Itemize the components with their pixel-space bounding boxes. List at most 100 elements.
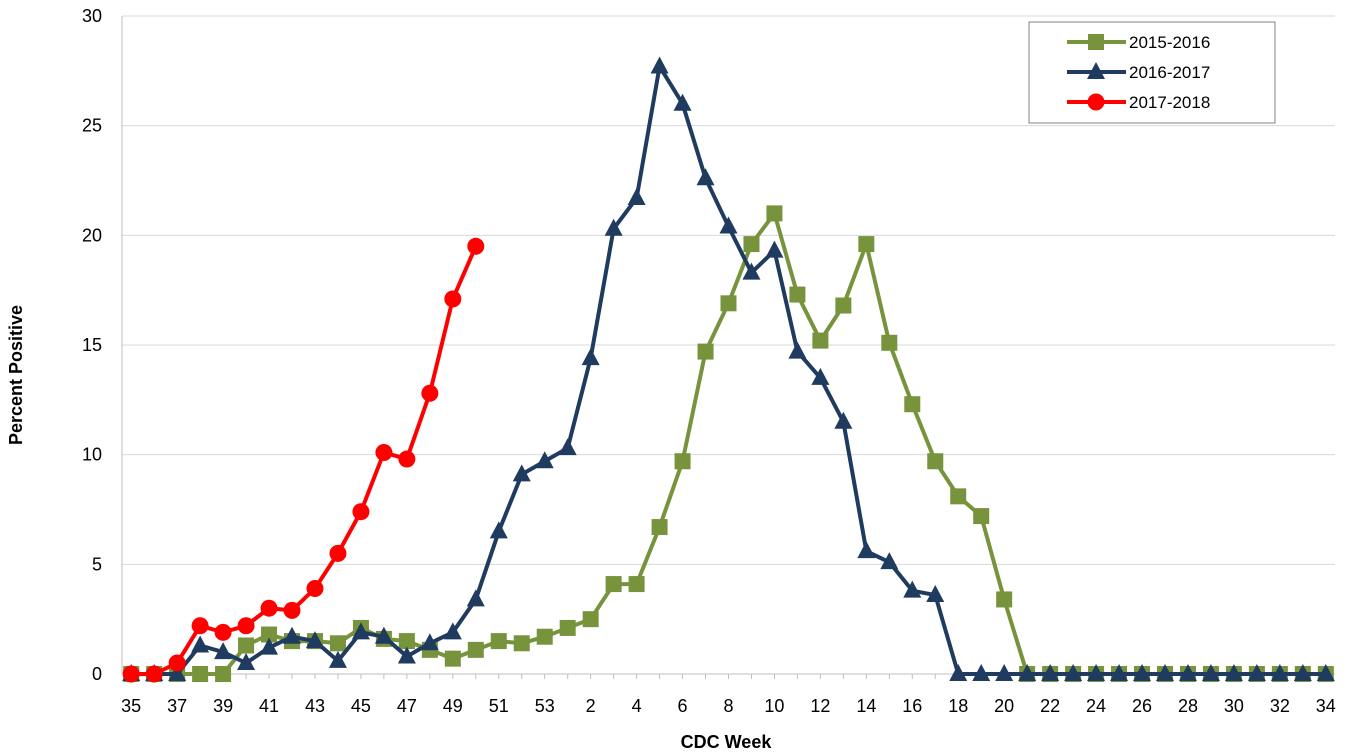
data-point [536, 628, 553, 645]
data-point [1201, 664, 1220, 681]
x-tick-label: 22 [1040, 696, 1060, 716]
data-point [788, 341, 807, 359]
series-2017-2018 [122, 237, 485, 683]
data-point [582, 611, 599, 628]
data-point [444, 290, 462, 308]
x-tick-label: 20 [994, 696, 1014, 716]
legend-entry: 2016-2017 [1067, 62, 1210, 82]
x-tick-label: 53 [535, 696, 555, 716]
data-point [261, 626, 278, 643]
x-tick-label: 26 [1132, 696, 1152, 716]
data-point [880, 552, 899, 570]
x-tick-label: 35 [121, 696, 141, 716]
series-line [131, 245, 478, 676]
x-tick-label: 2 [586, 696, 596, 716]
x-tick-label: 8 [723, 696, 733, 716]
data-point [237, 653, 256, 671]
x-tick-label: 41 [259, 696, 279, 716]
data-point [996, 591, 1013, 608]
x-tick-label: 16 [902, 696, 922, 716]
data-point [329, 544, 347, 562]
data-point [192, 666, 209, 682]
x-tick-label: 37 [167, 696, 187, 716]
data-point [1133, 664, 1152, 681]
data-point [145, 665, 163, 683]
x-axis-tick-labels: 35 37 39 41 43 45 47 49 51 53 2 4 6 8 10 12 14 16 18 20 22 24… [121, 696, 1336, 716]
legend: 2015-2016 2016-2017 2017-2018 [1028, 21, 1276, 124]
x-tick-label: 34 [1316, 696, 1336, 716]
data-point [881, 334, 898, 351]
data-point [191, 635, 210, 653]
data-point [260, 599, 278, 617]
data-point [283, 601, 301, 619]
x-tick-label: 28 [1178, 696, 1198, 716]
x-tick-label: 14 [856, 696, 876, 716]
data-point [352, 503, 370, 521]
data-point [421, 384, 439, 402]
x-tick-label: 49 [443, 696, 463, 716]
y-tick-label: 0 [92, 664, 102, 684]
data-point [650, 56, 669, 74]
legend-label: 2015-2016 [1129, 33, 1210, 52]
data-point [443, 622, 462, 640]
data-point [697, 343, 714, 360]
data-point [238, 637, 255, 654]
data-point [512, 464, 531, 482]
data-point [397, 646, 416, 664]
gridlines [122, 15, 1335, 565]
data-point [466, 589, 485, 607]
data-point [766, 205, 783, 222]
y-tick-label: 30 [82, 6, 102, 26]
y-tick-label: 20 [82, 225, 102, 245]
data-point [1247, 664, 1266, 681]
legend-swatch-marker [1087, 93, 1105, 111]
data-point [374, 626, 393, 644]
data-point [1270, 664, 1289, 681]
y-tick-label: 25 [82, 116, 102, 136]
x-tick-label: 32 [1270, 696, 1290, 716]
data-point [673, 93, 692, 111]
data-point [720, 295, 737, 312]
data-point [1316, 664, 1335, 681]
data-point [467, 237, 485, 255]
data-point [305, 631, 324, 649]
data-point [420, 633, 439, 651]
data-point [214, 623, 232, 641]
data-point [927, 453, 944, 470]
data-point [306, 579, 324, 597]
data-point [903, 580, 922, 598]
data-point [1293, 664, 1312, 681]
data-point [972, 664, 991, 681]
data-point [558, 438, 577, 456]
x-tick-label: 47 [397, 696, 417, 716]
data-point [559, 619, 576, 636]
data-point [628, 576, 645, 593]
data-point [489, 521, 508, 539]
data-point [812, 332, 829, 349]
data-point [604, 218, 623, 236]
data-point [168, 664, 187, 681]
data-point [674, 453, 691, 470]
y-tick-label: 15 [82, 335, 102, 355]
data-point [398, 633, 415, 650]
data-point [329, 635, 346, 652]
data-point [811, 367, 830, 385]
data-point [950, 488, 967, 505]
x-tick-label: 43 [305, 696, 325, 716]
series-line [131, 211, 1326, 676]
data-point [926, 585, 945, 603]
data-point [857, 541, 876, 559]
data-point [1018, 664, 1037, 681]
data-point [651, 519, 668, 536]
series-group [122, 56, 1335, 683]
x-tick-label: 51 [489, 696, 509, 716]
data-point [215, 666, 232, 682]
series-2016-2017 [122, 56, 1335, 681]
data-point [581, 348, 600, 366]
series-2015-2016 [123, 205, 1334, 682]
x-tick-label: 4 [632, 696, 642, 716]
x-tick-label: 18 [948, 696, 968, 716]
x-tick-label: 30 [1224, 696, 1244, 716]
legend-label: 2016-2017 [1129, 63, 1210, 82]
